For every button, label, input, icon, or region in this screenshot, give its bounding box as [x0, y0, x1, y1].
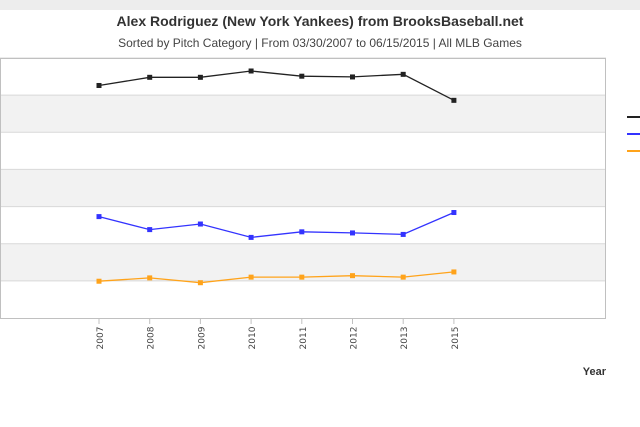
data-point[interactable]: [248, 234, 254, 240]
x-tick-label: 2008: [147, 326, 157, 349]
chart-title: Alex Rodriguez (New York Yankees) from B…: [116, 13, 524, 29]
data-point[interactable]: [147, 74, 153, 80]
grid-band: [0, 95, 606, 133]
data-point[interactable]: [197, 221, 203, 227]
grid-band: [0, 280, 606, 318]
x-tick-label: 2011: [299, 327, 309, 350]
data-point[interactable]: [96, 214, 102, 220]
data-point[interactable]: [147, 227, 153, 233]
x-tick-label: 2007: [96, 327, 106, 350]
series-1: [96, 210, 457, 240]
data-point[interactable]: [400, 231, 406, 237]
data-point[interactable]: [197, 280, 203, 286]
data-point[interactable]: [299, 274, 305, 280]
data-point[interactable]: [451, 269, 457, 275]
data-point[interactable]: [96, 278, 102, 284]
plot-area: [0, 58, 606, 319]
data-point[interactable]: [400, 71, 406, 77]
data-point[interactable]: [350, 74, 355, 80]
x-axis-label: Year: [582, 366, 606, 378]
grid-band: [0, 206, 606, 244]
data-point[interactable]: [248, 68, 254, 74]
chart-subtitle: Sorted by Pitch Category | From 03/30/20…: [118, 36, 522, 50]
data-point[interactable]: [147, 275, 153, 281]
x-tick-label: 2012: [350, 327, 360, 350]
x-tick-label: 2009: [197, 326, 207, 349]
data-point[interactable]: [96, 82, 102, 88]
series-line: [98, 70, 455, 101]
data-point[interactable]: [350, 273, 355, 279]
series-line: [98, 211, 455, 239]
data-point[interactable]: [350, 230, 355, 236]
data-point[interactable]: [451, 97, 457, 103]
series-line: [98, 271, 454, 284]
x-tick-label: 2015: [451, 327, 461, 350]
x-tick-label: 2010: [248, 326, 258, 349]
data-point[interactable]: [451, 210, 457, 216]
data-point[interactable]: [400, 274, 406, 280]
grid-band: [0, 132, 606, 170]
data-point[interactable]: [299, 73, 305, 79]
series-0: [96, 68, 457, 103]
x-tick-label: 2013: [400, 327, 410, 350]
grid-band: [0, 169, 606, 207]
series-2: [96, 269, 457, 286]
data-point[interactable]: [299, 229, 305, 235]
data-point[interactable]: [248, 274, 254, 280]
data-point[interactable]: [197, 74, 203, 80]
